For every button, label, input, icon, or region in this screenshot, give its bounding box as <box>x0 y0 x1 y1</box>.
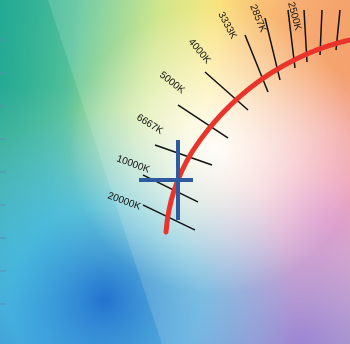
isotemperature-line <box>204 71 249 111</box>
left-axis-ticks <box>0 39 6 305</box>
gamut-boundary <box>48 0 350 344</box>
isotemperature-line <box>177 104 229 139</box>
isotemperature-line <box>154 144 213 166</box>
isotemperature-line <box>244 34 269 93</box>
white-point-crosshair[interactable] <box>139 140 193 220</box>
planckian-locus <box>163 37 350 235</box>
